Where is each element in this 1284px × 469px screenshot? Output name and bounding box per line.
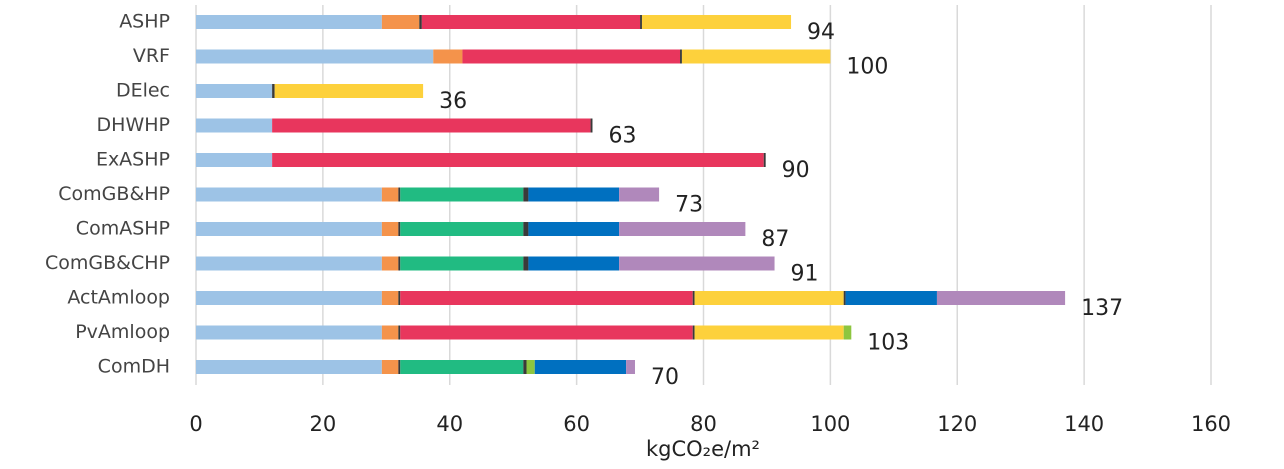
bar-segment: [843, 325, 852, 340]
category-label: ComASHP: [76, 218, 170, 240]
bar-segment: [523, 360, 527, 374]
bar-segment: [523, 222, 529, 236]
category-label: ComGB&HP: [58, 183, 170, 205]
total-label: 87: [761, 227, 789, 252]
bar-segment: [681, 49, 831, 64]
x-tick-label: 40: [436, 412, 463, 436]
bar-segment: [381, 360, 399, 374]
bar-segment: [196, 118, 273, 133]
bar-segment: [845, 291, 937, 305]
bar-segment: [196, 15, 382, 29]
bar-segment: [534, 360, 627, 374]
bar-segment: [763, 153, 766, 167]
bar-segment: [196, 256, 382, 271]
bar-segment: [626, 360, 635, 374]
bar-segment: [196, 325, 382, 340]
bar-segment: [692, 291, 695, 305]
bar-segment: [528, 187, 620, 202]
bar-segment: [272, 153, 764, 167]
bar-segment: [398, 256, 401, 271]
bar-segment: [400, 222, 524, 236]
bar-segment: [398, 187, 401, 202]
bar-segment: [523, 187, 529, 202]
bar-segment: [398, 325, 401, 340]
bar-segment: [523, 256, 529, 271]
bar-segment: [196, 222, 382, 236]
bar-segment: [272, 118, 591, 133]
bar-segment: [196, 49, 434, 64]
bar-segment: [590, 118, 593, 133]
bar-segment: [421, 15, 641, 29]
total-label: 91: [791, 262, 819, 287]
x-tick-label: 20: [310, 412, 337, 436]
bar-segment: [619, 256, 775, 271]
bar-segment: [400, 256, 524, 271]
bar-segment: [196, 187, 382, 202]
x-tick-label: 0: [189, 412, 202, 436]
x-axis-label: kgCO₂e/m²: [646, 437, 760, 461]
bar-segment: [641, 15, 792, 29]
total-label: 36: [439, 89, 467, 114]
total-label: 94: [807, 20, 835, 45]
total-label: 90: [782, 158, 810, 183]
category-label: ComDH: [98, 356, 170, 378]
total-label: 73: [675, 193, 703, 218]
bar-segment: [694, 291, 844, 305]
bar-segment: [196, 153, 273, 167]
total-label: 137: [1081, 296, 1123, 321]
bar-segment: [381, 187, 399, 202]
bar-segment: [680, 49, 682, 64]
bar-segment: [619, 187, 660, 202]
x-tick-label: 100: [810, 412, 850, 436]
bar-segment: [381, 325, 399, 340]
bar-segment: [196, 360, 382, 374]
bar-segment: [528, 256, 620, 271]
bar-segment: [843, 291, 846, 305]
bar-segment: [528, 222, 620, 236]
bar-segment: [526, 360, 535, 374]
category-label: VRF: [133, 45, 170, 67]
total-label: 100: [846, 55, 888, 80]
bar-segment: [462, 49, 681, 64]
x-tick-label: 160: [1191, 412, 1231, 436]
category-label: ASHP: [119, 11, 170, 33]
bar-segment: [398, 291, 401, 305]
x-tick-label: 140: [1064, 412, 1104, 436]
total-label: 63: [608, 124, 636, 149]
x-tick-label: 120: [937, 412, 977, 436]
total-label: 103: [867, 331, 909, 356]
bar-segment: [936, 291, 1066, 305]
bar-segment: [381, 256, 399, 271]
bar-segment: [196, 84, 273, 98]
bar-segment: [381, 15, 420, 29]
category-label: DElec: [116, 80, 170, 102]
bar-segment: [272, 84, 275, 98]
bar-segment: [400, 291, 693, 305]
bar-segment: [196, 291, 382, 305]
bar-segment: [619, 222, 746, 236]
bar-segment: [398, 360, 401, 374]
bar-segment: [400, 360, 524, 374]
category-label: ComGB&CHP: [45, 252, 170, 274]
bar-segment: [419, 15, 422, 29]
bar-segment: [640, 15, 642, 29]
x-tick-label: 80: [690, 412, 717, 436]
category-label: PvAmloop: [75, 321, 170, 343]
bar-segment: [433, 49, 463, 64]
bar-segment: [274, 84, 424, 98]
bar-segment: [381, 222, 399, 236]
bar-segment: [400, 187, 524, 202]
total-label: 70: [651, 365, 679, 390]
bar-segment: [692, 325, 695, 340]
bar-segment: [381, 291, 399, 305]
category-label: DHWHP: [97, 114, 170, 136]
x-tick-label: 60: [563, 412, 590, 436]
category-label: ActAmloop: [67, 287, 170, 309]
bar-segment: [694, 325, 844, 340]
bar-segment: [400, 325, 693, 340]
bar-segment: [398, 222, 401, 236]
category-label: ExASHP: [96, 149, 170, 171]
